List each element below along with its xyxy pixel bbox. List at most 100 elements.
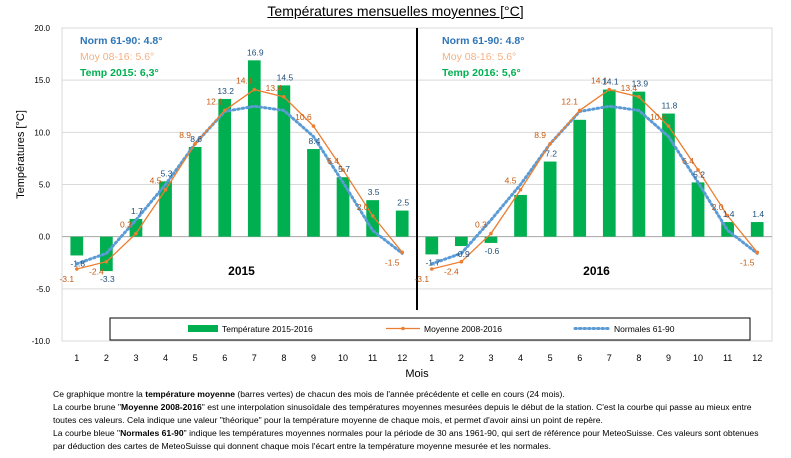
bar-data-label: 7.2 <box>545 149 557 159</box>
moyenne-data-label: 14.1 <box>591 76 608 86</box>
caption-text: La courbe bleue " <box>53 428 121 438</box>
bar-data-label: 5.7 <box>338 164 350 174</box>
caption-text: " indique les températures moyennes norm… <box>53 428 759 451</box>
moyenne-data-label: 6.4 <box>682 156 694 166</box>
bar-data-label: -1.8 <box>70 258 85 268</box>
bar-data-label: -0.6 <box>485 246 500 256</box>
caption-bold: température moyenne <box>145 389 235 399</box>
stat-moy: Moy 08-16: 5.6° <box>442 51 516 63</box>
bar-data-label: 16.9 <box>247 47 264 57</box>
bar <box>602 89 616 237</box>
x-tick-label: 12 <box>752 353 762 363</box>
moyenne-data-label: 4.5 <box>150 176 162 186</box>
moyenne-data-label: 12.1 <box>206 96 223 106</box>
y-tick-label: 10.0 <box>34 128 50 137</box>
moyenne-data-label: -3.1 <box>414 274 429 284</box>
bar-data-label: 13.2 <box>217 86 234 96</box>
bar-data-label: 11.8 <box>661 101 677 111</box>
bar-data-label: 1.4 <box>752 209 764 219</box>
y-tick-label: 20.0 <box>34 24 50 33</box>
moyenne-data-label: -1.5 <box>740 257 755 267</box>
bar <box>188 146 202 237</box>
moyenne-data-label: -2.4 <box>444 267 459 277</box>
bar <box>247 60 261 237</box>
bar <box>632 91 646 237</box>
x-tick-label: 8 <box>636 353 641 363</box>
x-tick-label: 11 <box>723 353 732 363</box>
moyenne-marker <box>429 267 434 271</box>
legend-marker-moyenne <box>401 326 405 331</box>
x-tick-label: 9 <box>666 353 671 363</box>
x-tick-label: 1 <box>429 353 434 363</box>
moyenne-marker <box>607 87 612 92</box>
moyenne-marker <box>252 87 257 92</box>
bar-data-label: 13.9 <box>632 79 649 89</box>
moyenne-data-label: 10.6 <box>295 112 312 122</box>
bar <box>336 177 350 237</box>
bar-data-label: 8.6 <box>190 134 202 144</box>
stat-norm: Norm 61-90: 4.8° <box>80 35 162 47</box>
caption-paragraph-3: La courbe bleue "Normales 61-90" indique… <box>53 427 773 453</box>
y-axis-label: Températures [°C] <box>15 110 27 199</box>
stat-temp: Temp 2015: 6,3° <box>80 67 159 79</box>
legend-label-bars: Température 2015-2016 <box>222 324 313 334</box>
normales-line <box>430 104 759 266</box>
panel-year-label: 2016 <box>583 264 610 278</box>
x-tick-label: 2 <box>459 353 464 363</box>
bar-data-label: 1.7 <box>131 206 143 216</box>
bar <box>277 85 291 237</box>
bar <box>455 236 468 247</box>
bar <box>514 194 527 237</box>
moyenne-data-label: 13.4 <box>621 83 638 93</box>
moyenne-marker <box>518 187 523 192</box>
x-tick-label: 8 <box>281 353 286 363</box>
bar <box>573 119 587 237</box>
legend-label-moyenne: Moyenne 2008-2016 <box>424 324 502 334</box>
bar <box>425 236 439 255</box>
x-tick-label: 6 <box>577 353 582 363</box>
bar <box>70 236 84 256</box>
legend-label-normales: Normales 61-90 <box>614 324 675 334</box>
moyenne-marker <box>666 124 671 128</box>
chart-title: Températures mensuelles moyennes [°C] <box>267 3 524 19</box>
bar <box>691 182 705 237</box>
moyenne-marker <box>577 108 582 113</box>
x-axis-label: Mois <box>405 368 429 380</box>
moyenne-marker <box>282 95 286 99</box>
caption-bold: Normales 61-90 <box>120 428 184 438</box>
moyenne-line <box>76 88 403 270</box>
bar <box>307 149 320 237</box>
y-tick-label: 5.0 <box>39 181 51 190</box>
temperature-chart: 20.0 15.0 10.0 5.0 0.0 -5.0 -10.0 Températures … <box>15 24 773 380</box>
moyenne-marker <box>637 95 641 99</box>
caption-bold: Moyenne 2008-2016 <box>121 402 202 412</box>
moyenne-line <box>431 88 758 270</box>
legend-box <box>109 317 751 341</box>
x-tick-label: 6 <box>222 353 227 363</box>
x-tick-label: 12 <box>397 353 407 363</box>
moyenne-data-label: -2.4 <box>89 267 104 277</box>
bar-data-label: 14.5 <box>277 72 294 82</box>
moyenne-marker <box>370 214 375 218</box>
x-tick-label: 7 <box>252 353 257 363</box>
caption-paragraph-1: Ce graphique montre la température moyen… <box>53 388 773 401</box>
moyenne-data-label: 4.5 <box>505 176 517 186</box>
bar <box>750 222 764 237</box>
caption-text: (barres vertes) de chacun des mois de l'… <box>235 389 565 399</box>
bar <box>543 161 557 237</box>
moyenne-data-label: 2.0 <box>357 202 369 212</box>
bar-data-label: 5.2 <box>693 169 705 179</box>
moyenne-marker <box>696 168 700 172</box>
bar-data-label: 14.1 <box>602 77 619 87</box>
bar-data-label: 2.5 <box>397 198 409 208</box>
x-tick-label: 5 <box>548 353 553 363</box>
x-tick-label: 1 <box>74 353 79 363</box>
x-tick-label: 5 <box>193 353 198 363</box>
moyenne-marker <box>74 267 79 271</box>
y-tick-label: 0.0 <box>39 233 51 242</box>
x-tick-label: 10 <box>693 353 703 363</box>
moyenne-marker <box>755 250 760 255</box>
moyenne-data-label: 0.3 <box>475 220 487 230</box>
x-tick-label: 10 <box>338 353 348 363</box>
bar-data-label: 8.4 <box>309 136 321 146</box>
